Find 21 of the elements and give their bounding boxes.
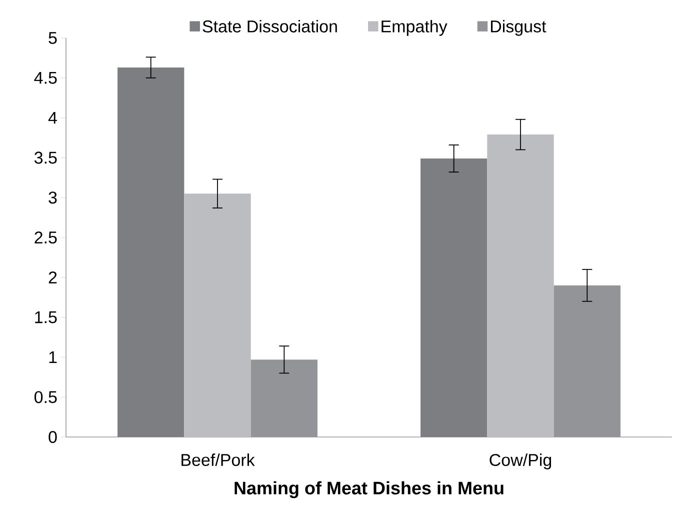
y-tick-label: 1 bbox=[49, 351, 57, 364]
x-tick-label: Beef/Pork bbox=[182, 454, 255, 466]
y-tick-label: 5 bbox=[48, 32, 57, 44]
x-tick-label: Cow/Pig bbox=[490, 454, 552, 470]
y-tick-label: 4 bbox=[48, 112, 57, 124]
y-tick-label: 0.5 bbox=[34, 391, 57, 404]
y-tick-label: 3.5 bbox=[34, 152, 57, 164]
legend-label: State Dissociation bbox=[202, 20, 337, 32]
y-tick-label: 2 bbox=[48, 271, 57, 284]
bar bbox=[487, 134, 554, 437]
y-tick-label: 1.5 bbox=[35, 311, 57, 324]
bar bbox=[184, 194, 251, 437]
legend-label: Disgust bbox=[490, 20, 546, 36]
y-tick-label: 4.5 bbox=[34, 72, 57, 84]
bar bbox=[420, 158, 488, 437]
y-tick-label: 2.5 bbox=[34, 231, 57, 244]
bar bbox=[118, 68, 184, 437]
y-tick-label: 3 bbox=[48, 192, 57, 204]
y-tick-label: 0 bbox=[48, 430, 57, 444]
legend-label: Empathy bbox=[382, 20, 448, 36]
x-axis-title: Naming of Meat Dishes in Menu bbox=[234, 481, 504, 498]
